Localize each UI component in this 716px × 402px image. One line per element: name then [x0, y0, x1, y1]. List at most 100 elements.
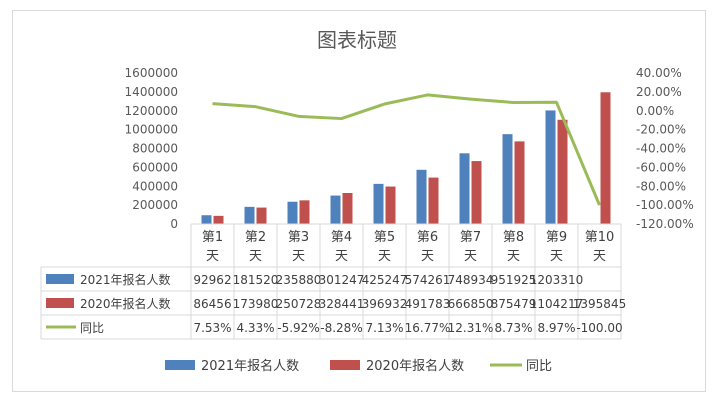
- category-label-line2: 天: [507, 249, 520, 264]
- table-cell: 92962: [193, 273, 231, 287]
- bar-1-1: [201, 215, 212, 224]
- table-cell: 301247: [319, 273, 365, 287]
- left-axis-tick: 1600000: [125, 66, 178, 80]
- table-cell: 8.73%: [494, 321, 532, 335]
- legend-label: 同比: [526, 359, 552, 374]
- table-cell: 574261: [405, 273, 451, 287]
- category-label-line2: 天: [593, 249, 606, 264]
- left-axis-tick: 600000: [132, 160, 178, 174]
- bar-2-9: [557, 119, 568, 224]
- data-table: 第1 天 第2 天 第3 天 第4 天 第5 天 第6 天 第7 天 第8 天 第9 天 第10 天 2021年报名人数…: [40, 223, 626, 340]
- table-cell: 328441: [319, 297, 365, 311]
- left-axis-tick: 0: [170, 217, 178, 231]
- axes: 0 200000 400000 600000 800000 1000000 1200000 1…: [125, 66, 694, 231]
- category-label-line2: 天: [550, 249, 563, 264]
- bar-1-5: [373, 183, 384, 224]
- table-cell: 250728: [276, 297, 322, 311]
- bars: [201, 92, 611, 225]
- bar-2-6: [428, 177, 439, 224]
- right-axis-tick: 20.00%: [636, 85, 682, 99]
- lines: [212, 93, 601, 206]
- table-cell: 7.13%: [365, 321, 403, 335]
- left-axis-tick: 1400000: [125, 85, 178, 99]
- table-cell: 7.53%: [193, 321, 231, 335]
- chart-title: 图表标题: [317, 28, 397, 52]
- bar-2-5: [385, 186, 396, 224]
- table-cell: 951925: [491, 273, 537, 287]
- category-label: 第5: [374, 230, 395, 245]
- right-axis-tick: -80.00%: [636, 179, 686, 193]
- category-label: 第7: [460, 230, 481, 245]
- table-cell: -8.28%: [320, 321, 362, 335]
- category-label: 第10: [585, 230, 615, 245]
- table-cell: 235880: [276, 273, 322, 287]
- category-label-line2: 天: [206, 249, 219, 264]
- category-label: 第3: [288, 230, 309, 245]
- left-axis-tick: 1000000: [125, 123, 178, 137]
- bar-2-2: [256, 207, 267, 224]
- bar-1-2: [244, 206, 255, 224]
- right-axis-tick: -120.00%: [636, 217, 694, 231]
- right-axis-tick: -40.00%: [636, 142, 686, 156]
- table-cell: 173980: [233, 297, 279, 311]
- table-cell: 425247: [362, 273, 408, 287]
- table-cell: 181520: [233, 273, 279, 287]
- right-axis-tick: -100.00%: [636, 198, 694, 212]
- category-label: 第4: [331, 230, 352, 245]
- table-cell: 16.77%: [405, 321, 451, 335]
- legend-label: 2021年报名人数: [201, 358, 299, 374]
- category-label: 第8: [503, 230, 524, 245]
- table-cell: 666850: [448, 297, 494, 311]
- table-cell: 396932: [362, 297, 408, 311]
- left-axis-tick: 200000: [132, 198, 178, 212]
- category-label: 第1: [202, 230, 223, 245]
- yoy-line: [212, 93, 601, 206]
- bar-2-3: [299, 200, 310, 224]
- bar-1-9: [545, 110, 556, 224]
- category-label: 第6: [417, 230, 438, 245]
- right-axis-tick: 0.00%: [636, 104, 674, 118]
- table-cell: 12.31%: [448, 321, 494, 335]
- bar-1-6: [416, 169, 427, 224]
- left-axis-tick: 1200000: [125, 104, 178, 118]
- category-label-line2: 天: [378, 249, 391, 264]
- chart-frame: [12, 10, 706, 392]
- legend-swatch: [330, 360, 360, 370]
- bar-2-8: [514, 141, 525, 224]
- row-series-name: 同比: [80, 321, 104, 335]
- table-cell: -5.92%: [277, 321, 319, 335]
- bar-1-8: [502, 134, 513, 224]
- legend-label: 2020年报名人数: [366, 358, 464, 374]
- right-axis-tick: 40.00%: [636, 66, 682, 80]
- table-cell: 86456: [193, 297, 231, 311]
- bar-2-7: [471, 161, 482, 224]
- bar-2-4: [342, 193, 353, 224]
- right-axis-tick: -60.00%: [636, 160, 686, 174]
- bar-1-7: [459, 153, 470, 224]
- left-axis-tick: 800000: [132, 142, 178, 156]
- row-legend-swatch: [46, 298, 74, 308]
- category-label: 第9: [546, 230, 567, 245]
- table-cell: -100.00: [576, 321, 622, 335]
- row-series-name: 2020年报名人数: [80, 296, 171, 311]
- legend: 2021年报名人数 2020年报名人数 同比: [165, 358, 552, 374]
- table-cell: 748934: [448, 273, 494, 287]
- category-label-line2: 天: [464, 249, 477, 264]
- category-label-line2: 天: [335, 249, 348, 264]
- table-cell: 4.33%: [236, 321, 274, 335]
- category-label-line2: 天: [292, 249, 305, 264]
- table-cell: 1395845: [573, 297, 626, 311]
- row-series-name: 2021年报名人数: [80, 272, 171, 287]
- category-label-line2: 天: [249, 249, 262, 264]
- category-label: 第2: [245, 230, 266, 245]
- left-axis-tick: 400000: [132, 179, 178, 193]
- bar-1-4: [330, 195, 341, 224]
- table-cell: 1203310: [530, 273, 583, 287]
- right-axis-tick: -20.00%: [636, 123, 686, 137]
- bar-2-1: [213, 215, 224, 224]
- table-cell: 491783: [405, 297, 451, 311]
- table-cell: 1104217: [530, 297, 583, 311]
- legend-swatch: [165, 360, 195, 370]
- bar-1-3: [287, 201, 298, 224]
